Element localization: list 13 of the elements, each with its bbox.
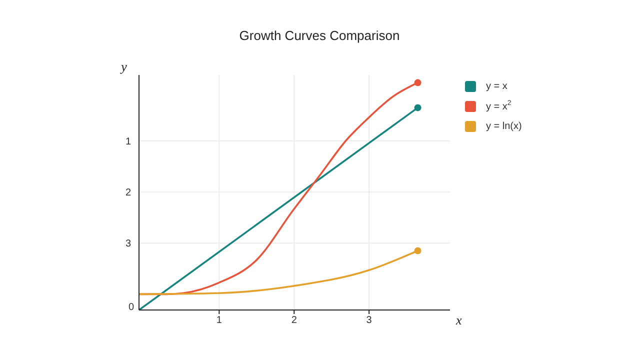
x-tick-label: 2 bbox=[291, 315, 298, 326]
x-tick-label: 1 bbox=[216, 315, 222, 326]
y-tick-label: 2 bbox=[125, 188, 132, 199]
legend-label: y = x$^{2}$ bbox=[486, 100, 512, 112]
chart-title: Growth Curves Comparison bbox=[238, 28, 401, 43]
legend-label: y = x bbox=[486, 80, 508, 92]
y-axis-title: y bbox=[119, 59, 128, 74]
text: 0 bbox=[127, 302, 134, 313]
x-axis-title: x bbox=[455, 312, 462, 328]
legend-label: y = ln(x) bbox=[486, 120, 522, 132]
y-tick-label: 3 bbox=[125, 238, 132, 250]
y-tick-label: 1 bbox=[125, 136, 132, 148]
x-tick-label: 3 bbox=[366, 315, 372, 326]
